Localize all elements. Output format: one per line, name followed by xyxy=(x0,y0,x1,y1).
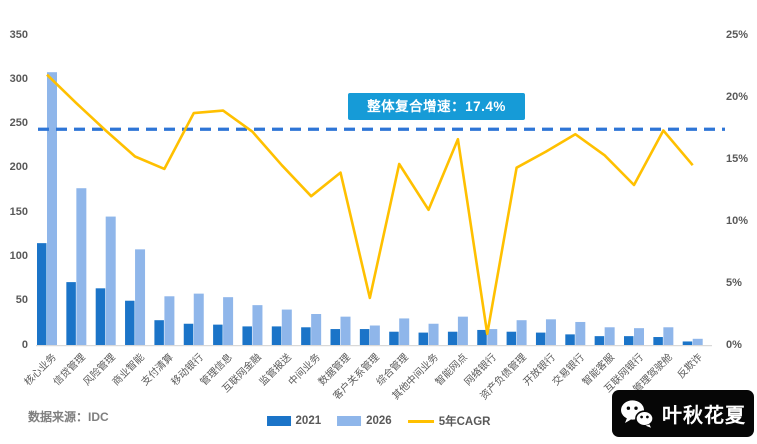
bar-2021 xyxy=(125,300,135,345)
bar-2026 xyxy=(457,316,468,345)
y-axis-left-tick: 150 xyxy=(9,205,28,218)
bar-2026 xyxy=(135,249,146,345)
y-axis-right-tick: 25% xyxy=(726,28,749,41)
bar-2021 xyxy=(389,331,399,345)
y-axis-left-tick: 250 xyxy=(9,117,28,130)
bar-2021 xyxy=(624,336,634,345)
bar-2021 xyxy=(37,243,47,345)
bar-2026 xyxy=(487,329,498,345)
bar-2021 xyxy=(594,336,605,345)
bar-2021 xyxy=(418,332,429,345)
y-axis-right-tick: 15% xyxy=(726,152,749,165)
legend-item-cagr: 5年CAGR xyxy=(407,413,491,429)
bar-2026 xyxy=(47,72,57,345)
legend-label-2026: 2026 xyxy=(366,415,392,427)
bar-2026 xyxy=(252,305,263,345)
wechat-logo-pill: 叶秋花夏 xyxy=(612,390,754,437)
bar-2021 xyxy=(66,282,76,345)
bar-2026 xyxy=(634,328,644,345)
bar-2021 xyxy=(330,329,340,345)
bar-2021 xyxy=(271,326,282,345)
bar-2026 xyxy=(281,309,292,345)
wechat-account-name: 叶秋花夏 xyxy=(662,405,746,427)
bar-2026 xyxy=(193,293,204,345)
legend-item-2021: 2021 xyxy=(266,415,322,427)
bar-2021 xyxy=(565,334,575,345)
cagr-banner-label: 整体复合增速：17.4% xyxy=(367,99,506,114)
y-axis-right-tick: 0% xyxy=(726,338,742,351)
bar-2021 xyxy=(154,320,164,345)
bar-2021 xyxy=(447,331,458,345)
bar-2026 xyxy=(692,338,703,345)
bar-2026 xyxy=(311,314,322,345)
bar-2026 xyxy=(105,216,116,345)
legend: 2021 2026 5年CAGR xyxy=(266,413,491,429)
wechat-icon xyxy=(621,400,654,428)
source-note: 数据来源：IDC xyxy=(28,410,109,424)
legend-swatch-2021 xyxy=(266,416,291,426)
y-axis-left-tick: 300 xyxy=(9,72,28,85)
bar-2021 xyxy=(653,337,663,345)
bar-2026 xyxy=(428,323,439,345)
bar-2021 xyxy=(506,331,517,345)
bar-2026 xyxy=(516,320,527,345)
bar-2026 xyxy=(663,327,674,345)
bar-2021 xyxy=(477,329,487,345)
y-axis-right-tick: 20% xyxy=(726,90,749,103)
legend-label-2021: 2021 xyxy=(295,415,322,427)
y-axis-left-tick: 100 xyxy=(9,249,28,262)
y-axis-left-tick: 200 xyxy=(9,161,28,174)
bar-2021 xyxy=(535,332,546,345)
bar-2026 xyxy=(164,296,175,345)
legend-label-cagr: 5年CAGR xyxy=(438,416,491,428)
legend-swatch-2026 xyxy=(337,416,362,426)
bar-2021 xyxy=(183,323,194,345)
y-axis-right-tick: 10% xyxy=(726,214,749,227)
bar-2026 xyxy=(76,188,87,345)
bar-2021 xyxy=(359,329,370,345)
bar-2026 xyxy=(575,321,586,345)
bar-2021 xyxy=(242,326,252,345)
cagr-line xyxy=(46,73,694,336)
bar-2026 xyxy=(223,297,234,345)
cagr-banner: 整体复合增速：17.4% xyxy=(348,93,525,120)
y-axis-left-tick: 350 xyxy=(9,28,28,41)
legend-item-2026: 2026 xyxy=(337,415,392,427)
bar-2026 xyxy=(340,316,351,345)
y-axis-right-tick: 5% xyxy=(726,276,742,289)
bar-2026 xyxy=(399,318,410,345)
legend-line-swatch-cagr xyxy=(407,419,434,423)
bar-2021 xyxy=(682,341,693,345)
bar-2026 xyxy=(369,325,380,345)
bar-2026 xyxy=(545,319,556,345)
bar-2026 xyxy=(604,327,615,345)
y-axis-left-tick: 0 xyxy=(21,338,28,351)
bar-2021 xyxy=(95,288,106,345)
bar-2021 xyxy=(213,324,223,345)
bar-2021 xyxy=(301,327,311,345)
y-axis-left-tick: 50 xyxy=(15,294,28,307)
